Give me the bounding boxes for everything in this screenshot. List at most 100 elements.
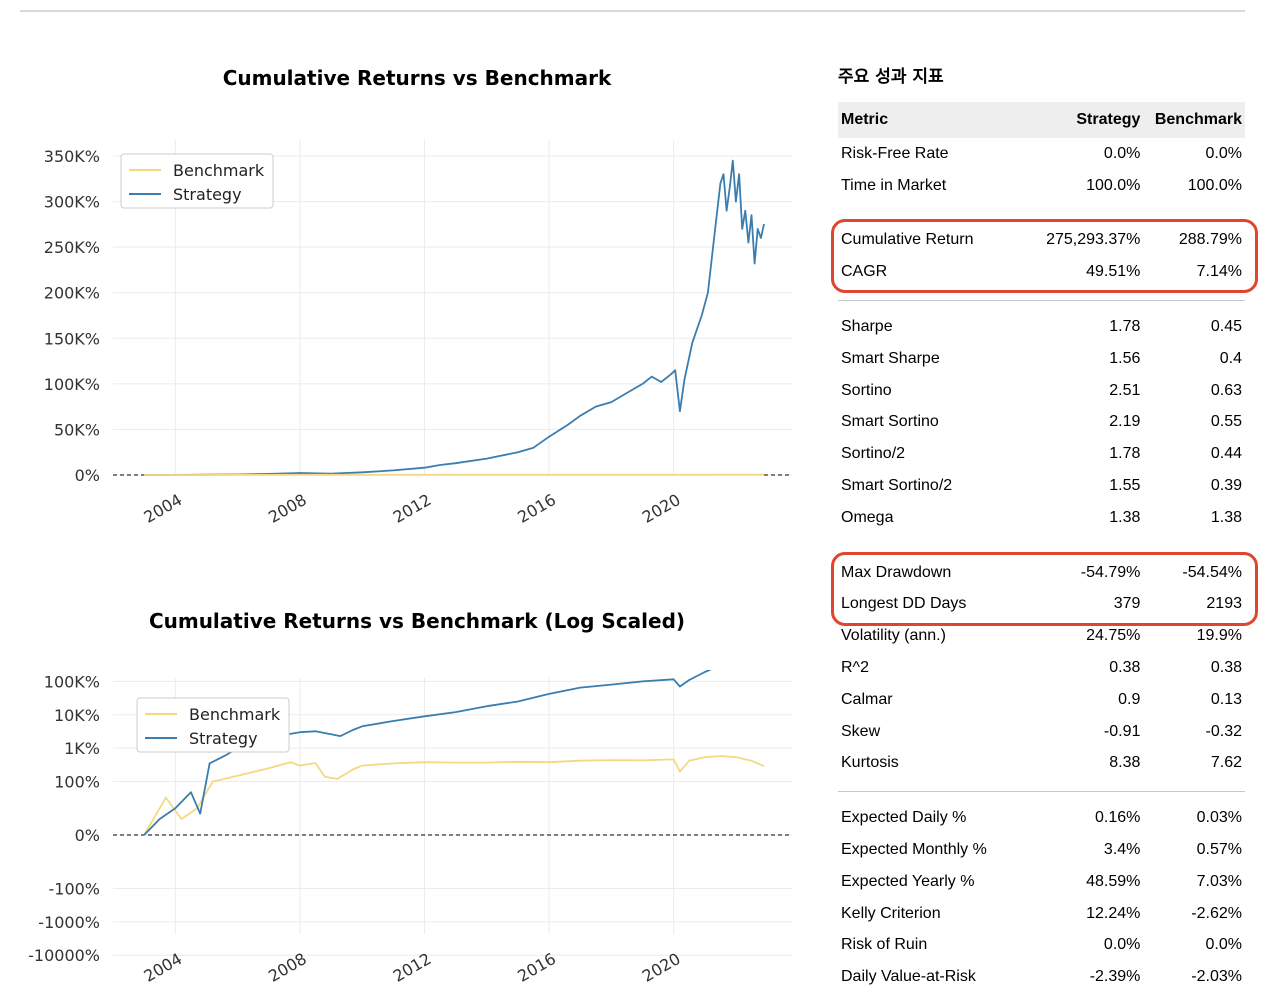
strategy-value: 0.0% — [1103, 936, 1141, 954]
strategy-value: 1.78 — [1109, 445, 1141, 463]
metric-name: Sortino/2 — [841, 445, 906, 463]
metric-row: Kelly Criterion 12.24% -2.62% — [838, 898, 1245, 930]
metric-row: Time in Market 100.0% 100.0% — [838, 170, 1245, 202]
x-tick-label: 2008 — [265, 490, 310, 527]
metric-name: Expected Daily % — [841, 809, 967, 827]
chart-linear: 350K% 300K% 250K% 200K% 150K% 100K% 50K% 0% 2004… — [44, 140, 792, 527]
metric-name: Kelly Criterion — [841, 904, 941, 922]
benchmark-value: 1.38 — [1210, 508, 1242, 526]
legend-label-strategy: Strategy — [189, 729, 258, 748]
x-tick-label: 2012 — [390, 490, 435, 527]
benchmark-value: 7.14% — [1196, 263, 1242, 281]
benchmark-value: 0.55 — [1210, 413, 1242, 431]
metric-row: Daily Value-at-Risk -2.39% -2.03% — [838, 961, 1245, 993]
metric-name: CAGR — [841, 263, 888, 281]
strategy-value: 2.51 — [1109, 381, 1141, 399]
legend-label-strategy: Strategy — [173, 185, 242, 204]
x-tick-label: 2020 — [639, 490, 684, 527]
metrics-header-strategy: Strategy — [1034, 102, 1144, 138]
metric-row: Expected Daily % 0.16% 0.03% — [838, 802, 1245, 834]
benchmark-value: -2.62% — [1191, 904, 1242, 922]
y-tick-label: 100% — [54, 773, 100, 792]
x-tick-label: 2016 — [514, 949, 559, 986]
metric-name: Smart Sharpe — [841, 349, 940, 367]
strategy-value: 3.4% — [1103, 841, 1141, 859]
benchmark-value: 0.63 — [1210, 381, 1242, 399]
chart-log: 100K% 10K% 1K% 100% 0% -100% -1000% -10000% 2004… — [28, 670, 792, 986]
metrics-title: 주요 성과 지표 — [838, 67, 944, 87]
series-line-benchmark — [143, 755, 765, 836]
benchmark-value: 0.57% — [1196, 841, 1242, 859]
strategy-value: 0.16% — [1095, 809, 1141, 827]
y-tick-label: -10000% — [28, 946, 100, 965]
metric-row: Sharpe 1.78 0.45 — [838, 311, 1245, 343]
x-tick-label: 2004 — [141, 490, 186, 527]
y-tick-label: 250K% — [44, 238, 100, 257]
metric-row: Expected Monthly % 3.4% 0.57% — [838, 834, 1245, 866]
metric-row: Smart Sharpe 1.56 0.4 — [838, 343, 1245, 375]
strategy-value: 1.78 — [1109, 318, 1141, 336]
y-tick-label: 0% — [75, 826, 100, 845]
y-tick-label: 200K% — [44, 284, 100, 303]
metric-name: Longest DD Days — [841, 595, 967, 613]
strategy-value: 379 — [1113, 595, 1141, 613]
metric-name: Expected Yearly % — [841, 872, 975, 890]
metric-name: Risk of Ruin — [841, 936, 928, 954]
y-tick-label: 1K% — [64, 739, 100, 758]
strategy-value: 12.24% — [1086, 904, 1141, 922]
legend-label-benchmark: Benchmark — [189, 705, 281, 724]
metric-name: Omega — [841, 508, 894, 526]
metrics-header-row: Metric Strategy Benchmark — [838, 102, 1245, 138]
metric-row: R^2 0.38 0.38 — [838, 652, 1245, 684]
benchmark-value: 0.03% — [1196, 809, 1242, 827]
highlight-box-returns — [831, 219, 1258, 293]
benchmark-value: 0.0% — [1205, 144, 1242, 162]
strategy-value: 24.75% — [1086, 627, 1141, 645]
metric-name: Sortino — [841, 381, 892, 399]
x-tick-label: 2020 — [639, 949, 684, 986]
x-tick-label: 2008 — [265, 949, 310, 986]
strategy-value: 8.38 — [1109, 754, 1141, 772]
y-tick-label: 0% — [75, 466, 100, 485]
chart-title-log: Cumulative Returns vs Benchmark (Log Sca… — [148, 609, 686, 633]
benchmark-value: -2.03% — [1191, 968, 1242, 986]
x-tick-label: 2016 — [514, 490, 559, 527]
metric-name: Smart Sortino/2 — [841, 477, 953, 495]
x-tick-label: 2004 — [141, 949, 186, 986]
metrics-header-benchmark: Benchmark — [1143, 102, 1245, 138]
y-tick-label: 300K% — [44, 193, 100, 212]
benchmark-value: 0.45 — [1210, 318, 1242, 336]
benchmark-value: -54.54% — [1182, 563, 1242, 581]
strategy-value: 49.51% — [1086, 263, 1141, 281]
strategy-value: -54.79% — [1080, 563, 1141, 581]
metric-row: Calmar 0.9 0.13 — [838, 684, 1245, 716]
metric-name: Risk-Free Rate — [841, 144, 949, 162]
benchmark-value: 0.0% — [1205, 936, 1242, 954]
strategy-value: 0.9 — [1118, 690, 1141, 708]
metric-row: Smart Sortino/2 1.55 0.39 — [838, 470, 1245, 502]
metrics-header-metric: Metric — [838, 102, 1034, 138]
metric-row: Risk of Ruin 0.0% 0.0% — [838, 930, 1245, 962]
strategy-value: 100.0% — [1086, 176, 1141, 194]
benchmark-value: 0.13 — [1210, 690, 1242, 708]
strategy-value: 2.19 — [1109, 413, 1141, 431]
metric-row: Longest DD Days 379 2193 — [838, 589, 1245, 621]
metric-row: Sortino 2.51 0.63 — [838, 375, 1245, 407]
strategy-value: 1.55 — [1109, 477, 1141, 495]
metric-name: Max Drawdown — [841, 563, 952, 581]
strategy-value: 1.56 — [1109, 349, 1141, 367]
metric-row: Smart Sortino 2.19 0.55 — [838, 407, 1245, 439]
strategy-value: 1.38 — [1109, 508, 1141, 526]
chart-title-linear: Cumulative Returns vs Benchmark — [222, 66, 612, 90]
group-divider — [838, 288, 1245, 311]
y-tick-label: -100% — [48, 879, 100, 898]
metric-name: Smart Sortino — [841, 413, 939, 431]
strategy-value: 0.0% — [1103, 144, 1141, 162]
metric-row: Sortino/2 1.78 0.44 — [838, 438, 1245, 470]
metric-row: Max Drawdown -54.79% -54.54% — [838, 557, 1245, 589]
benchmark-value: 7.03% — [1196, 872, 1242, 890]
group-divider — [838, 779, 1245, 802]
series-line-strategy — [144, 159, 765, 476]
strategy-value: -2.39% — [1089, 968, 1141, 986]
x-tick-label: 2012 — [390, 949, 435, 986]
